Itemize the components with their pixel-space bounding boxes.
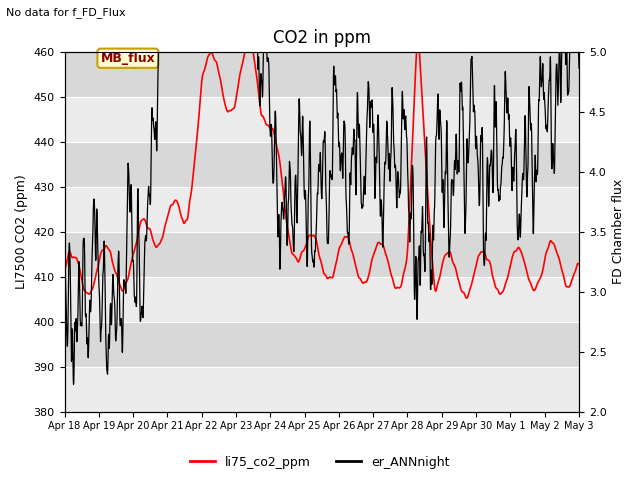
- Bar: [65, 97, 579, 142]
- Bar: [65, 276, 579, 322]
- Y-axis label: FD Chamber flux: FD Chamber flux: [612, 179, 625, 284]
- Text: MB_flux: MB_flux: [100, 52, 156, 65]
- Bar: [65, 142, 579, 187]
- Y-axis label: LI7500 CO2 (ppm): LI7500 CO2 (ppm): [15, 174, 28, 289]
- Bar: [65, 232, 579, 276]
- Bar: [65, 322, 579, 367]
- Title: CO2 in ppm: CO2 in ppm: [273, 29, 371, 48]
- Bar: [65, 367, 579, 412]
- Bar: [65, 187, 579, 232]
- Legend: li75_co2_ppm, er_ANNnight: li75_co2_ppm, er_ANNnight: [186, 451, 454, 474]
- Bar: [65, 52, 579, 97]
- Text: No data for f_FD_Flux: No data for f_FD_Flux: [6, 7, 126, 18]
